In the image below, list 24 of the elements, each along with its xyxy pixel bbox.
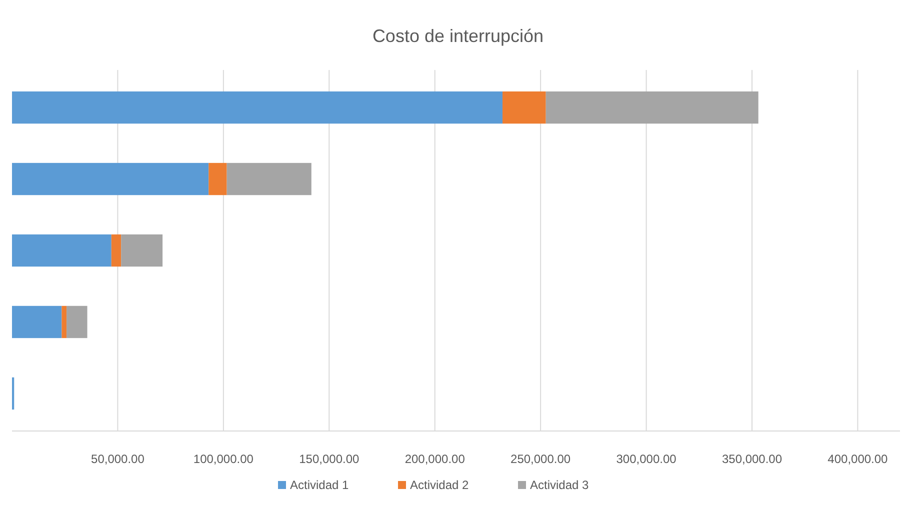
bar: [226, 162, 312, 196]
x-tick-label: 150,000.00: [299, 452, 360, 466]
x-tick-label: 50,000.00: [91, 452, 145, 466]
bar: [12, 306, 62, 338]
x-tick-label: 400,000.00: [828, 452, 888, 466]
x-tick-label: 100,000.00: [193, 452, 254, 466]
bar: [121, 234, 163, 267]
bar: [546, 91, 758, 124]
x-tick-label: 300,000.00: [616, 452, 677, 466]
bar: [12, 162, 209, 196]
bar: [66, 306, 88, 338]
bar: [208, 162, 227, 196]
legend-label: Actividad 1: [290, 478, 350, 492]
chart-title: Costo de interrupción: [372, 26, 544, 46]
bar: [502, 91, 546, 124]
x-tick-label: 200,000.00: [404, 452, 466, 466]
legend-label: Actividad 3: [530, 478, 590, 492]
bar: [111, 234, 122, 267]
bar: [62, 306, 67, 338]
bar: [12, 234, 112, 267]
bar: [12, 91, 503, 124]
legend-label: Actividad 2: [410, 478, 470, 492]
x-tick-label: 250,000.00: [510, 452, 571, 466]
x-tick-label: 350,000.00: [722, 452, 782, 466]
